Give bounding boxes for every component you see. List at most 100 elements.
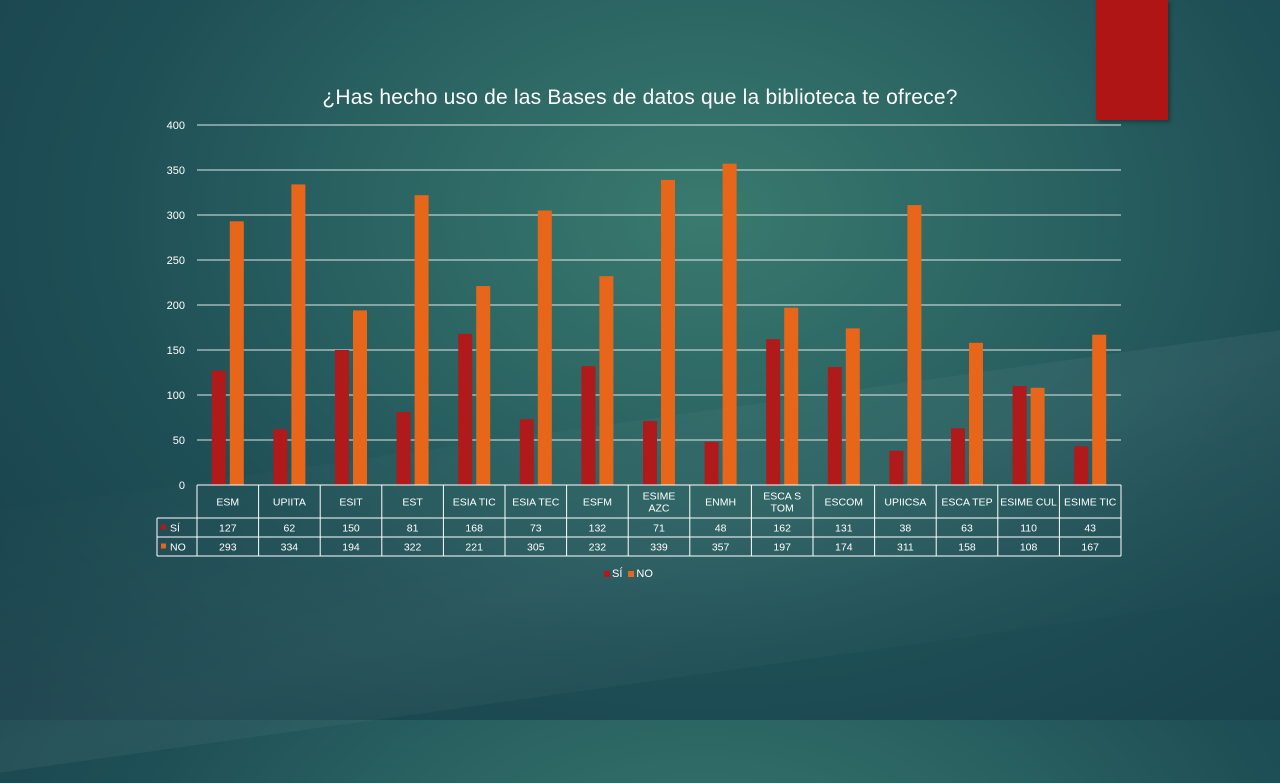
table-series-label: SÍ xyxy=(170,522,180,535)
bar-si xyxy=(335,350,349,485)
chart-legend: SÍ NO xyxy=(604,568,653,580)
bar-no xyxy=(229,221,244,486)
bar-si xyxy=(211,370,226,485)
bar-no xyxy=(969,342,983,485)
table-legend-key xyxy=(161,524,166,530)
table-value: 38 xyxy=(900,523,912,535)
y-tick-label: 250 xyxy=(167,255,185,267)
legend-swatch xyxy=(628,571,635,577)
legend-swatch xyxy=(604,571,610,577)
table-value: 108 xyxy=(1020,542,1038,554)
bar-si xyxy=(766,339,781,485)
bar-si xyxy=(273,429,288,485)
table-value: 221 xyxy=(465,542,483,554)
x-category-label: ESIME CUL xyxy=(1000,497,1057,509)
table-value: 150 xyxy=(342,523,360,535)
bar-no xyxy=(722,163,737,485)
table-value: 62 xyxy=(284,523,296,535)
bar-si xyxy=(643,421,657,485)
y-tick-label: 200 xyxy=(167,300,185,312)
x-category-label: ESIA TIC xyxy=(453,497,496,509)
bar-no xyxy=(1092,334,1107,485)
chart-title: ¿Has hecho uso de las Bases de datos que… xyxy=(322,86,958,109)
table-value: 110 xyxy=(1020,523,1037,535)
table-value: 322 xyxy=(404,542,422,554)
bar-si xyxy=(1012,386,1027,485)
accent-block xyxy=(1096,0,1168,120)
bar-no xyxy=(476,286,491,485)
table-value: 132 xyxy=(589,523,607,535)
table-value: 305 xyxy=(527,542,545,554)
y-tick-label: 0 xyxy=(179,480,185,492)
table-value: 168 xyxy=(465,523,483,535)
x-category-label: ESIME xyxy=(643,491,676,503)
legend-item-no: NO xyxy=(628,568,653,580)
y-tick-label: 400 xyxy=(167,120,185,132)
x-category-label: ESIA TEC xyxy=(512,497,559,509)
table-value: 232 xyxy=(589,542,607,554)
bar-no xyxy=(907,205,922,485)
x-category-label: ESIT xyxy=(339,497,363,509)
y-tick-label: 300 xyxy=(167,210,185,222)
x-category-label: ESM xyxy=(216,497,239,509)
y-tick-label: 150 xyxy=(167,345,185,357)
x-category-label: ESIME TIC xyxy=(1064,497,1117,509)
bar-si xyxy=(581,366,596,485)
legend-label: SÍ xyxy=(612,568,623,580)
table-legend-key xyxy=(161,543,166,549)
x-category-label: EST xyxy=(402,497,423,509)
x-category-label: ESFM xyxy=(583,497,612,509)
bar-si xyxy=(396,412,411,485)
table-value: 63 xyxy=(961,523,973,535)
table-value: 357 xyxy=(712,542,730,554)
bar-si xyxy=(704,441,719,485)
table-value: 339 xyxy=(650,542,668,554)
bar-no xyxy=(845,328,860,485)
legend-item-si: SÍ xyxy=(604,568,622,580)
bar-si xyxy=(827,367,842,485)
bar-si xyxy=(889,450,904,485)
bar-si xyxy=(951,428,965,485)
bar-no xyxy=(291,184,306,485)
x-category-label: TOM xyxy=(771,503,794,515)
y-tick-label: 50 xyxy=(173,435,185,447)
bar-si xyxy=(1074,446,1089,485)
table-value: 81 xyxy=(407,523,419,535)
table-series-label: NO xyxy=(170,542,186,554)
table-value: 293 xyxy=(219,542,237,554)
x-category-label: ESCA S xyxy=(763,491,801,503)
table-value: 127 xyxy=(219,523,237,535)
bar-no xyxy=(1030,387,1045,485)
y-tick-label: 100 xyxy=(167,390,185,402)
table-value: 174 xyxy=(835,542,853,554)
table-value: 194 xyxy=(342,542,360,554)
bar-no xyxy=(661,179,675,485)
x-category-label: ENMH xyxy=(705,497,736,509)
table-value: 162 xyxy=(773,523,791,535)
x-category-label: AZC xyxy=(649,503,670,515)
bar-no xyxy=(414,195,429,485)
bar-no xyxy=(599,276,614,485)
table-value: 48 xyxy=(715,523,727,535)
table-value: 311 xyxy=(897,542,914,554)
y-tick-label: 350 xyxy=(167,165,185,177)
x-category-label: UPIITA xyxy=(273,497,306,509)
bar-chart: 0 50 100 150 200 250 300 350 400 ESM UPIITA ESIT EST… xyxy=(161,120,1117,554)
x-category-label: ESCOM xyxy=(825,497,864,509)
table-value: 71 xyxy=(653,523,665,535)
table-value: 167 xyxy=(1081,542,1099,554)
table-value: 158 xyxy=(958,542,976,554)
table-value: 131 xyxy=(835,523,853,535)
bar-si xyxy=(458,333,473,485)
bar-no xyxy=(784,307,799,485)
bar-no xyxy=(353,310,367,485)
table-value: 334 xyxy=(281,542,299,554)
bar-no xyxy=(537,210,552,485)
bar-si xyxy=(519,419,534,485)
table-value: 197 xyxy=(773,542,791,554)
table-value: 43 xyxy=(1084,523,1096,535)
table-value: 73 xyxy=(530,523,542,535)
x-category-label: UPIICSA xyxy=(884,497,926,509)
x-category-label: ESCA TEP xyxy=(941,497,992,509)
legend-label: NO xyxy=(636,568,653,580)
